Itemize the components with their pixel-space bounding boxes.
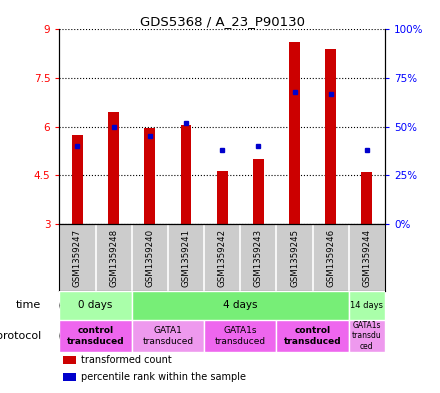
Text: GSM1359246: GSM1359246	[326, 228, 335, 286]
Bar	[325, 49, 336, 224]
Text: time: time	[16, 301, 41, 310]
Text: control
transduced: control transduced	[67, 326, 125, 345]
Text: GSM1359248: GSM1359248	[109, 228, 118, 286]
Bar	[217, 171, 227, 224]
Text: GATA1s
transdu
ced: GATA1s transdu ced	[352, 321, 382, 351]
Bar	[349, 320, 385, 352]
Bar	[72, 135, 83, 224]
Bar	[253, 159, 264, 224]
Text: GSM1359243: GSM1359243	[254, 228, 263, 286]
Text: 14 days: 14 days	[350, 301, 383, 310]
Text: GSM1359244: GSM1359244	[363, 228, 371, 286]
Text: GSM1359241: GSM1359241	[182, 228, 191, 286]
Bar	[349, 291, 385, 320]
Text: GSM1359240: GSM1359240	[145, 228, 154, 286]
Text: 4 days: 4 days	[223, 301, 257, 310]
Text: protocol: protocol	[0, 331, 41, 341]
Bar	[59, 291, 132, 320]
Bar	[132, 291, 349, 320]
Bar	[108, 112, 119, 224]
Bar	[276, 320, 349, 352]
Polygon shape	[56, 297, 59, 314]
Text: percentile rank within the sample: percentile rank within the sample	[81, 372, 246, 382]
Text: control
transduced: control transduced	[284, 326, 341, 345]
Text: GSM1359245: GSM1359245	[290, 228, 299, 286]
Text: GATA1s
transduced: GATA1s transduced	[215, 326, 266, 345]
Bar	[62, 373, 76, 381]
Text: GATA1
transduced: GATA1 transduced	[143, 326, 194, 345]
Text: GSM1359242: GSM1359242	[218, 228, 227, 286]
Bar	[59, 320, 132, 352]
Polygon shape	[56, 327, 59, 345]
Text: GSM1359247: GSM1359247	[73, 228, 82, 286]
Title: GDS5368 / A_23_P90130: GDS5368 / A_23_P90130	[140, 15, 305, 28]
Bar	[144, 129, 155, 224]
Text: transformed count: transformed count	[81, 355, 171, 365]
Bar	[180, 125, 191, 224]
Bar	[132, 320, 204, 352]
Bar	[204, 320, 276, 352]
Text: 0 days: 0 days	[78, 301, 113, 310]
Bar	[289, 42, 300, 224]
Bar	[362, 172, 372, 224]
Bar	[62, 356, 76, 364]
